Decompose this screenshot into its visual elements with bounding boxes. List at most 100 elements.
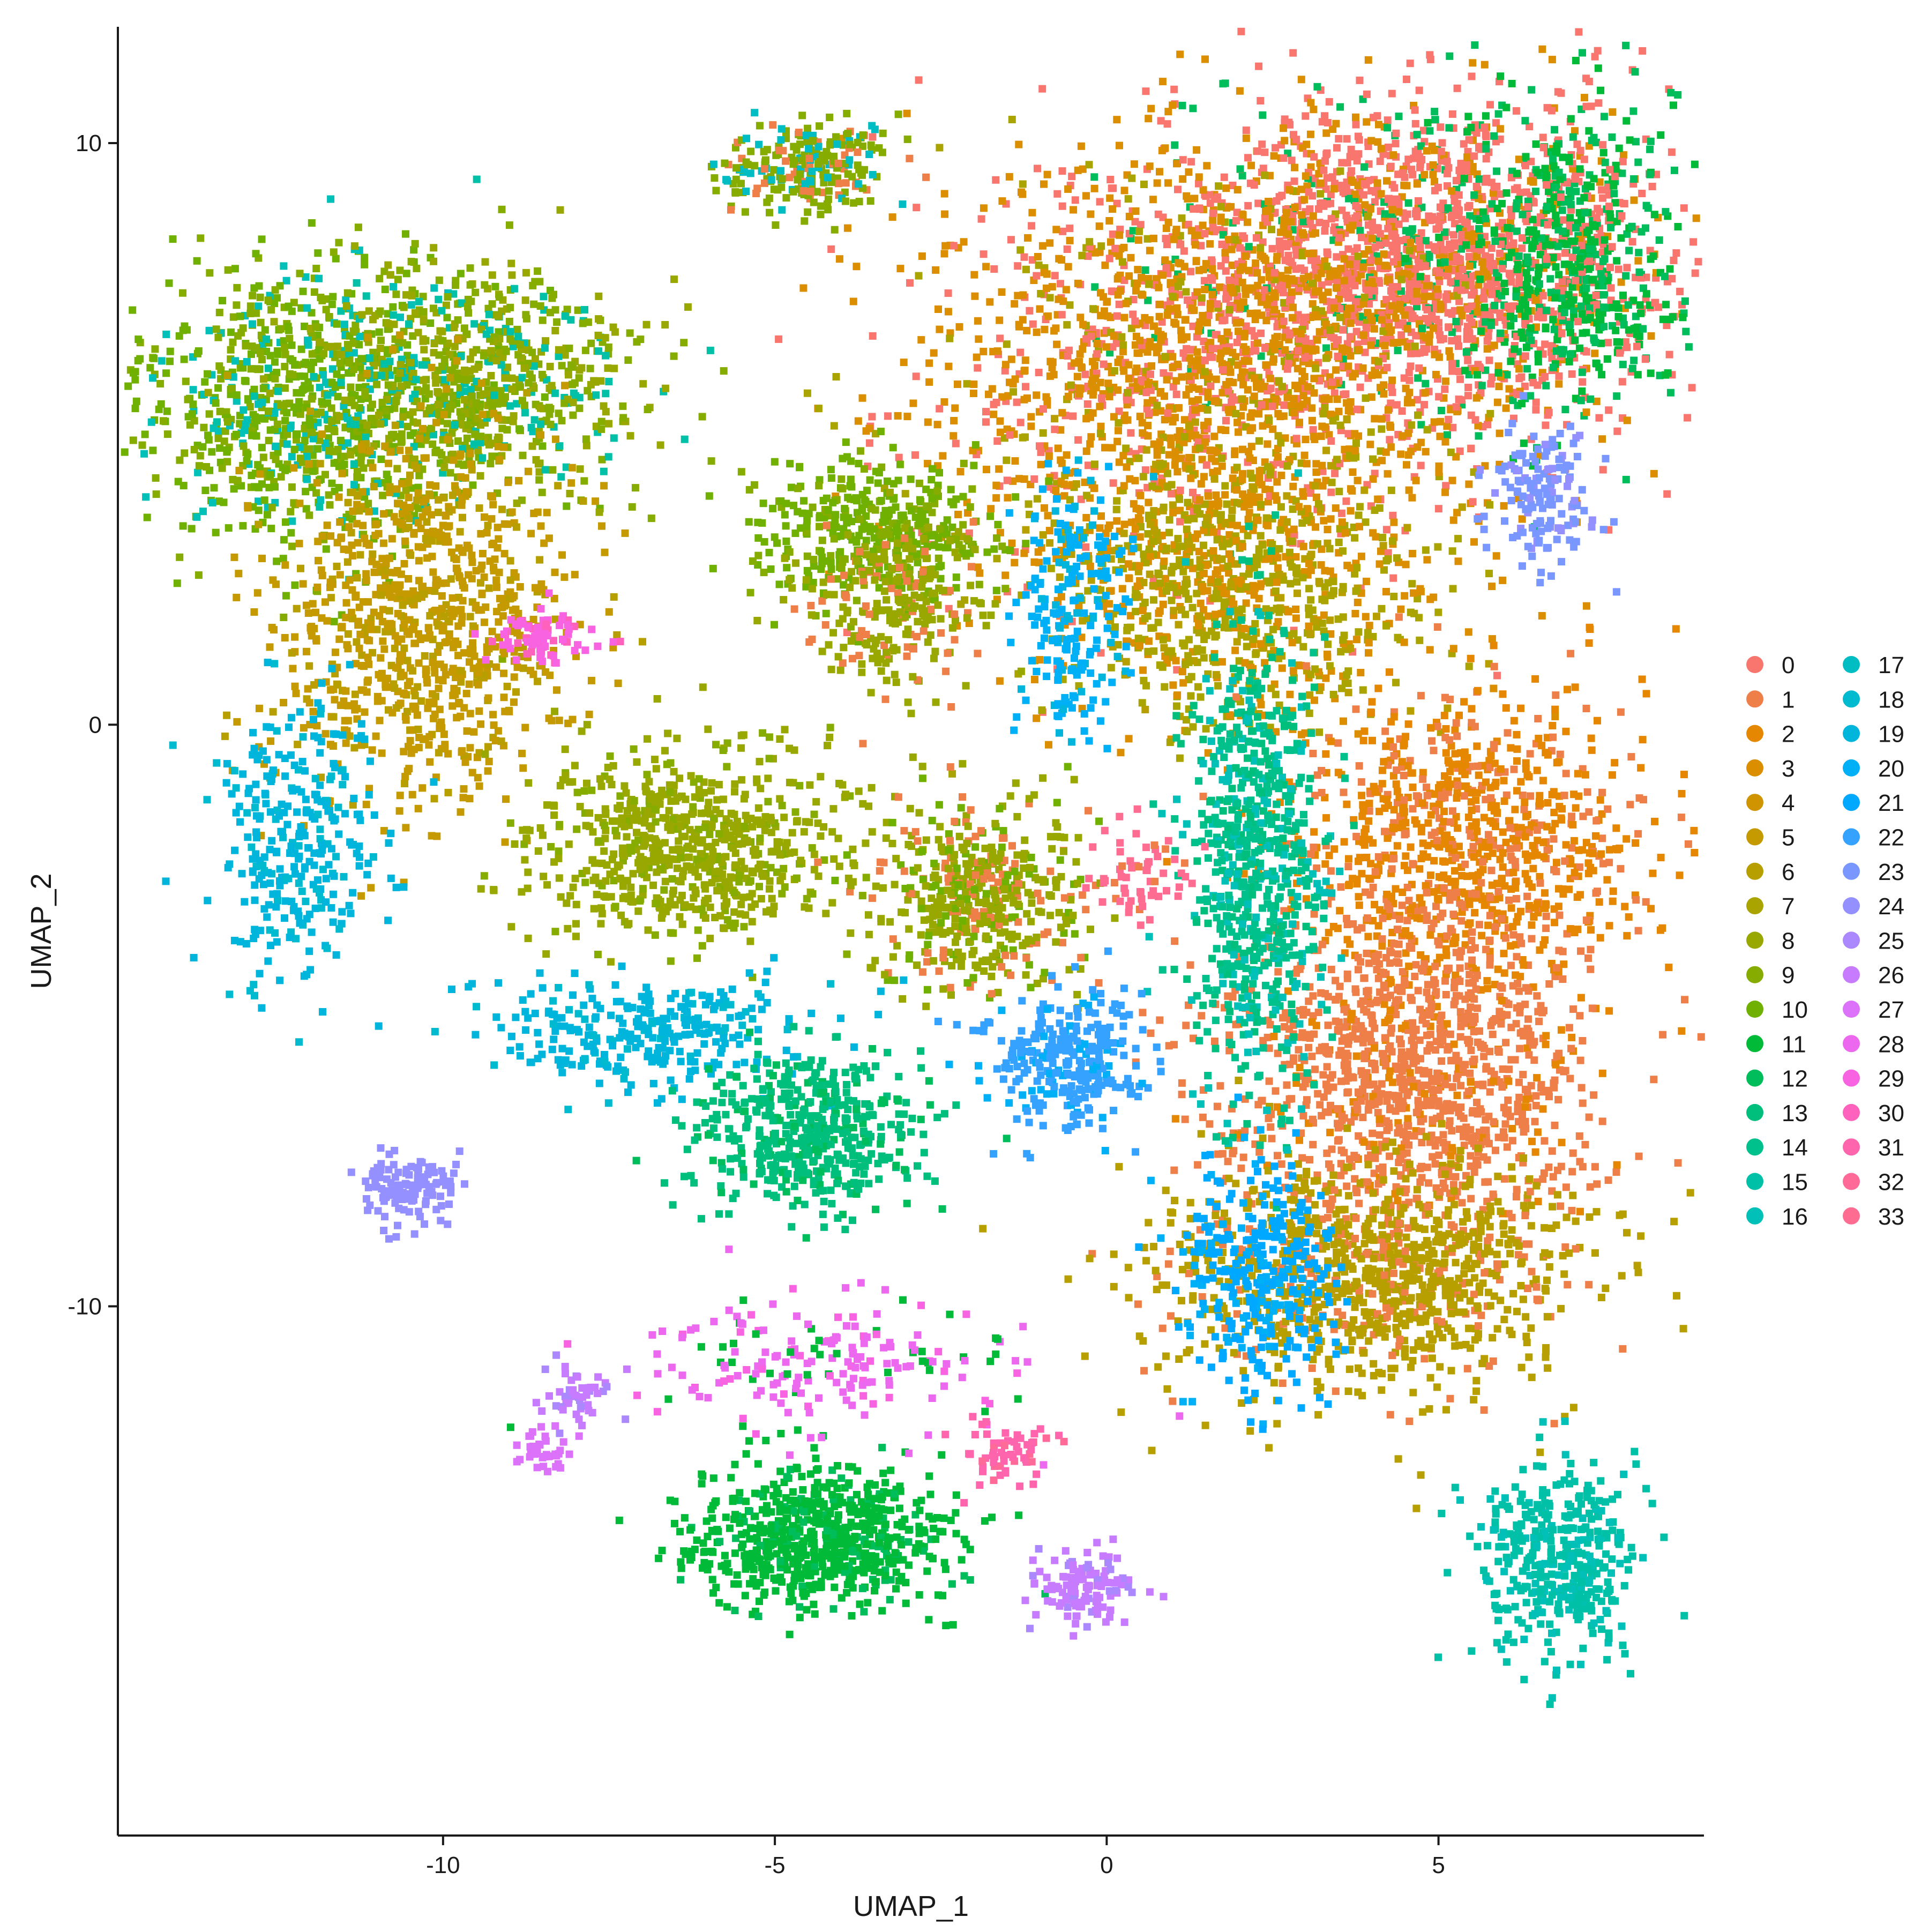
data-point [1125, 195, 1132, 203]
data-point [1335, 539, 1343, 546]
data-point [1101, 262, 1109, 269]
data-point [1216, 284, 1223, 291]
data-point [1195, 444, 1203, 452]
data-point [1435, 234, 1442, 241]
data-point [1198, 480, 1205, 488]
data-point [1066, 496, 1074, 504]
data-point [1280, 401, 1288, 409]
data-point [1275, 655, 1282, 662]
data-point [940, 398, 948, 406]
data-point [1026, 307, 1033, 315]
data-point [1369, 235, 1376, 242]
data-point [1193, 257, 1200, 264]
data-point [1140, 181, 1148, 188]
data-point [993, 555, 1001, 562]
data-point [1501, 288, 1509, 295]
data-point [775, 335, 782, 343]
data-point [1146, 162, 1154, 170]
data-point [1014, 262, 1021, 270]
data-point [1405, 377, 1413, 384]
data-point [1612, 327, 1619, 334]
data-point [1445, 124, 1453, 132]
data-point [1299, 400, 1307, 408]
data-point [1600, 303, 1608, 311]
data-point [1327, 489, 1335, 496]
data-point [1218, 454, 1225, 462]
data-point [1277, 594, 1284, 601]
data-point [1513, 205, 1520, 212]
data-point [1464, 384, 1472, 391]
data-point [1566, 158, 1573, 165]
data-point [1599, 466, 1607, 474]
data-point [998, 288, 1006, 296]
data-point [1295, 347, 1302, 355]
data-point [1255, 410, 1262, 417]
data-point [987, 505, 995, 512]
data-point [1327, 568, 1334, 575]
data-point [1040, 531, 1047, 539]
data-point [1334, 353, 1342, 360]
data-point [1091, 362, 1098, 369]
data-point [1551, 294, 1559, 302]
data-point [1333, 144, 1341, 152]
data-point [1465, 481, 1472, 488]
data-point [1528, 245, 1536, 252]
data-point [1265, 198, 1272, 205]
data-point [1076, 350, 1084, 358]
data-point [1282, 274, 1290, 282]
data-point [1108, 664, 1115, 672]
data-point [1672, 249, 1680, 257]
data-point [992, 482, 1000, 489]
data-point [1125, 575, 1133, 582]
data-point [1383, 177, 1390, 185]
data-point [1356, 227, 1364, 234]
data-point [1530, 178, 1537, 186]
data-point [1267, 684, 1275, 692]
data-point [1532, 406, 1539, 414]
data-point [1310, 153, 1318, 161]
data-point [1063, 321, 1071, 329]
data-point [1495, 110, 1502, 118]
data-point [1210, 528, 1217, 536]
data-point [1169, 418, 1177, 426]
data-point [1222, 295, 1230, 303]
data-point [896, 265, 904, 272]
data-point [1132, 287, 1140, 295]
data-point [1594, 205, 1601, 212]
data-point [1219, 543, 1227, 550]
data-point [1401, 592, 1408, 600]
data-point [1132, 608, 1139, 615]
data-point [1385, 275, 1393, 283]
data-point [1692, 270, 1699, 277]
data-point [1622, 272, 1629, 280]
data-point [1388, 293, 1396, 300]
data-point [1003, 340, 1011, 348]
data-point [945, 289, 952, 297]
data-point [853, 263, 860, 270]
data-point [1190, 307, 1198, 314]
data-point [1532, 188, 1539, 195]
data-point [1404, 399, 1411, 407]
data-point [1120, 529, 1128, 537]
data-point [831, 422, 838, 430]
data-point [1344, 159, 1351, 167]
data-point [1515, 375, 1523, 382]
data-point [1245, 448, 1252, 456]
data-point [1452, 318, 1460, 325]
data-point [1111, 623, 1119, 631]
data-point [1437, 123, 1444, 131]
data-point [983, 466, 990, 473]
data-point [1540, 144, 1547, 151]
data-point [1620, 200, 1628, 207]
data-point [1473, 394, 1481, 402]
data-point [1149, 582, 1157, 590]
data-point [1679, 314, 1687, 321]
data-point [1089, 305, 1097, 312]
data-point [1071, 359, 1078, 367]
data-point [1394, 347, 1402, 354]
data-point [836, 255, 843, 263]
data-point [1291, 164, 1298, 171]
data-point [1551, 326, 1558, 333]
data-point [1116, 301, 1123, 308]
data-point [1374, 180, 1381, 187]
